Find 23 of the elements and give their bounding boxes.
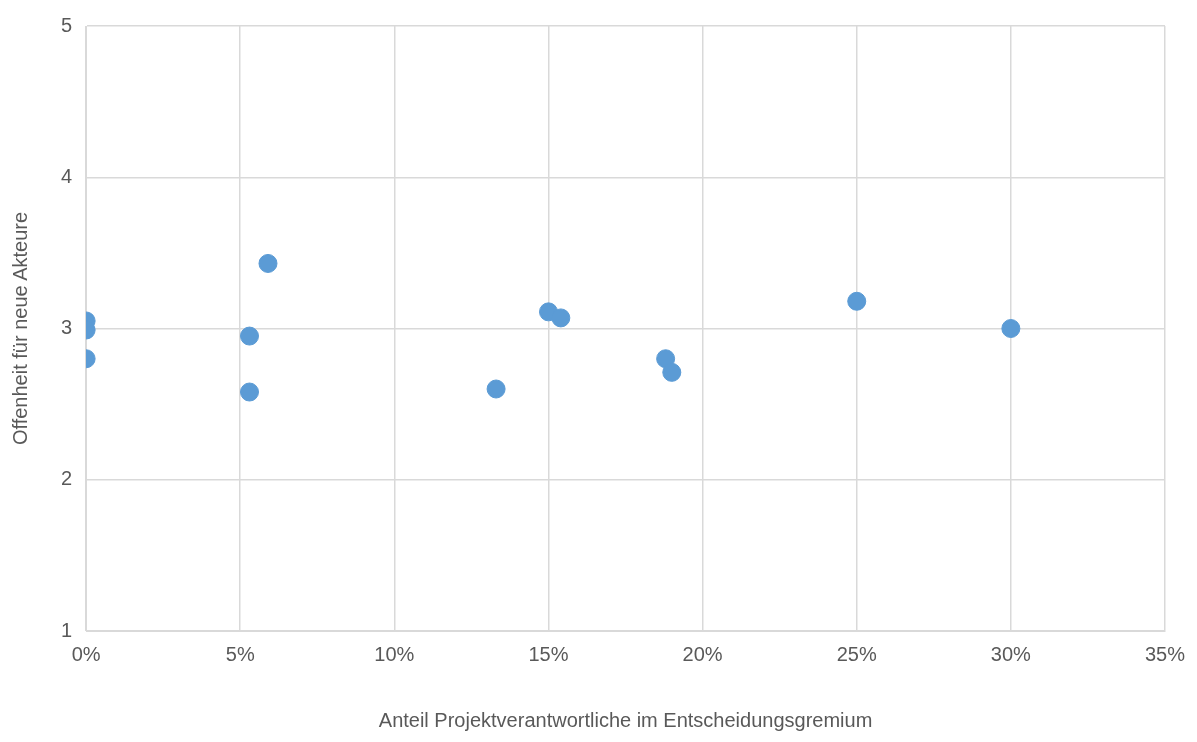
y-tick-label: 1 — [61, 618, 73, 641]
point — [239, 382, 259, 402]
y-tick-label: 3 — [61, 316, 73, 339]
x-tick-label: 25% — [836, 642, 877, 665]
point — [662, 362, 682, 382]
y-tick-label: 4 — [61, 164, 73, 187]
x-tick-label: 10% — [374, 642, 415, 665]
x-tick-label: 35% — [1144, 642, 1186, 665]
y-axis-title: Offenheit für neue Akteure — [8, 211, 31, 446]
y-tick-label: 2 — [61, 467, 73, 490]
x-tick-label: 20% — [682, 642, 723, 665]
x-tick-label: 0% — [71, 642, 101, 665]
x-tick-label: 15% — [528, 642, 569, 665]
point — [847, 291, 867, 311]
y-tick-label: 5 — [61, 13, 73, 36]
point — [239, 326, 259, 346]
x-tick-label: 5% — [225, 642, 255, 665]
point — [258, 253, 278, 273]
point — [1001, 319, 1021, 338]
point — [551, 308, 571, 328]
x-axis-title: Anteil Projektverantwortliche im Entscheidungsgremium — [378, 708, 873, 731]
point — [486, 379, 506, 399]
x-tick-label: 30% — [990, 642, 1032, 665]
